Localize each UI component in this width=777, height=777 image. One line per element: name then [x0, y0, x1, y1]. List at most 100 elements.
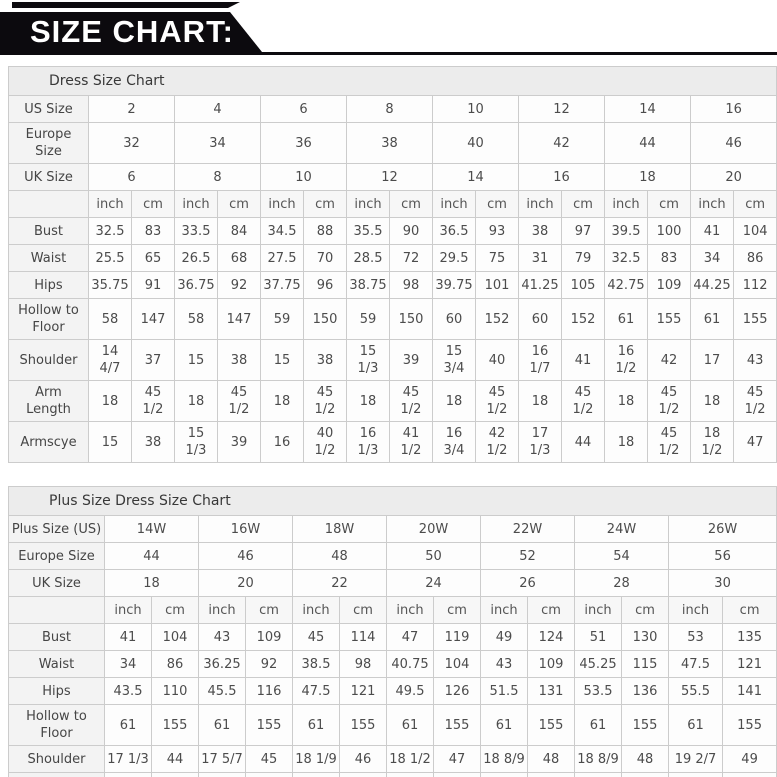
size-value-cell: 12 — [346, 163, 433, 191]
size-value-cell: 6 — [88, 163, 175, 191]
unit-cell: cm — [217, 190, 261, 218]
row-label: Waist — [8, 244, 89, 272]
measure-value-cell: 53.5 — [574, 677, 622, 705]
measure-value-cell: 112 — [732, 271, 777, 299]
measure-value-cell: 45 1/2 — [217, 380, 261, 422]
measure-value-cell: 18 — [604, 421, 648, 463]
size-value-cell: 8 — [346, 95, 433, 123]
size-value-cell: 16W — [198, 515, 293, 543]
measure-row: Shoulder 17 1/3 44 17 5/7 45 18 1/9 46 18 1/2 47… — [8, 745, 777, 773]
measure-value-cell: 105 — [561, 271, 605, 299]
measure-value-cell: 14 4/7 — [88, 339, 132, 381]
measure-value-cell: 90 — [389, 217, 433, 245]
size-row: UK Size 6 8 10 12 14 16 18 20 — [8, 163, 777, 191]
measure-value-cell: 48 — [621, 745, 669, 773]
row-label: Plus Size (US) — [8, 515, 105, 543]
measure-value-cell: 18 — [432, 380, 476, 422]
measure-value-cell: 75 — [475, 244, 519, 272]
measure-value-cell: 17 1/3 — [104, 745, 152, 773]
measure-value-cell: 155 — [732, 298, 777, 340]
measure-value-cell: 15 — [88, 421, 132, 463]
measure-value-cell: 49 — [621, 772, 669, 777]
row-label: Hollow to Floor — [8, 298, 89, 340]
size-value-cell: 10 — [432, 95, 519, 123]
measure-value-cell: 45 — [245, 745, 293, 773]
measure-value-cell: 45 1/2 — [131, 380, 175, 422]
size-value-cell: 20 — [689, 163, 777, 191]
measure-value-cell: 42 — [647, 339, 691, 381]
measure-value-cell: 16 1/2 — [604, 339, 648, 381]
size-value-cell: 18 — [604, 163, 691, 191]
measure-value-cell: 86 — [151, 650, 199, 678]
measure-value-cell: 45 1/2 — [561, 380, 605, 422]
measure-value-cell: 141 — [721, 677, 777, 705]
measure-value-cell: 18 1/2 — [292, 772, 340, 777]
table-title: Plus Size Dress Size Chart — [7, 486, 777, 516]
measure-value-cell: 39.5 — [604, 217, 648, 245]
measure-value-cell: 155 — [647, 298, 691, 340]
measure-value-cell: 18 8/9 — [574, 745, 622, 773]
row-label: Europe Size — [8, 542, 105, 570]
measure-value-cell: 147 — [131, 298, 175, 340]
measure-value-cell: 33.5 — [174, 217, 218, 245]
banner-ribbon: SIZE CHART: — [0, 12, 262, 52]
unit-cell: inch — [690, 190, 734, 218]
size-value-cell: 14W — [104, 515, 199, 543]
size-value-cell: 6 — [260, 95, 347, 123]
size-value-cell: 20 — [198, 569, 293, 597]
size-value-cell: 56 — [667, 542, 777, 570]
measure-value-cell: 53 — [668, 623, 723, 651]
unit-cell: cm — [151, 596, 199, 624]
measure-value-cell: 65 — [131, 244, 175, 272]
unit-cell: cm — [245, 596, 293, 624]
unit-cell: cm — [721, 596, 777, 624]
measure-value-cell: 38 — [217, 339, 261, 381]
dress-size-chart-body: Dress Size Chart US Size 2 4 6 8 10 12 14 16 Europ… — [7, 66, 777, 463]
measure-value-cell: 41 — [561, 339, 605, 381]
measure-value-cell: 93 — [475, 217, 519, 245]
banner-divider-line — [0, 52, 777, 55]
measure-value-cell: 49 — [721, 745, 777, 773]
measure-value-cell: 104 — [151, 623, 199, 651]
unit-cell: inch — [480, 596, 528, 624]
measure-value-cell: 61 — [198, 704, 246, 746]
size-value-cell: 22W — [480, 515, 575, 543]
measure-value-cell: 49.5 — [386, 677, 434, 705]
measure-value-cell: 119 — [433, 623, 481, 651]
measure-value-cell: 34 — [104, 650, 152, 678]
measure-value-cell: 96 — [303, 271, 347, 299]
size-value-cell: 44 — [104, 542, 199, 570]
size-value-cell: 4 — [174, 95, 261, 123]
measure-value-cell: 155 — [721, 704, 777, 746]
measure-value-cell: 155 — [245, 704, 293, 746]
measure-value-cell: 47.5 — [292, 677, 340, 705]
unit-row: inch cm inch cm inch cm inch cm inch cm inch cm inch… — [8, 190, 777, 218]
measure-value-cell: 15 1/3 — [174, 421, 218, 463]
measure-value-cell: 109 — [527, 650, 575, 678]
size-value-cell: 20W — [386, 515, 481, 543]
measure-value-cell: 61 — [480, 704, 528, 746]
measure-value-cell: 15 — [260, 339, 304, 381]
unit-cell: inch — [668, 596, 723, 624]
size-value-cell: 16 — [689, 95, 777, 123]
measure-value-cell: 43 — [732, 339, 777, 381]
measure-value-cell: 60 — [518, 298, 562, 340]
measure-value-cell: 61 — [668, 704, 723, 746]
size-chart-banner: SIZE CHART: — [0, 0, 777, 55]
measure-value-cell: 18 1/2 — [386, 745, 434, 773]
measure-value-cell: 35.75 — [88, 271, 132, 299]
measure-value-cell: 38 — [131, 421, 175, 463]
measure-value-cell: 38 — [303, 339, 347, 381]
measure-value-cell: 92 — [217, 271, 261, 299]
measure-value-cell: 45.25 — [574, 650, 622, 678]
size-value-cell: 36 — [260, 122, 347, 164]
unit-cell: cm — [561, 190, 605, 218]
dress-size-chart-table: Dress Size Chart US Size 2 4 6 8 10 12 14 16 Europ… — [7, 66, 777, 463]
measure-value-cell: 114 — [339, 623, 387, 651]
measure-value-cell: 45 1/2 — [245, 772, 293, 777]
measure-value-cell: 152 — [475, 298, 519, 340]
measure-value-cell: 121 — [339, 677, 387, 705]
measure-row: Waist 34 86 36.25 92 38.5 98 40.75 104 43 109 45.25… — [8, 650, 777, 678]
measure-value-cell: 19 2/7 — [668, 745, 723, 773]
measure-value-cell: 40 1/2 — [303, 421, 347, 463]
